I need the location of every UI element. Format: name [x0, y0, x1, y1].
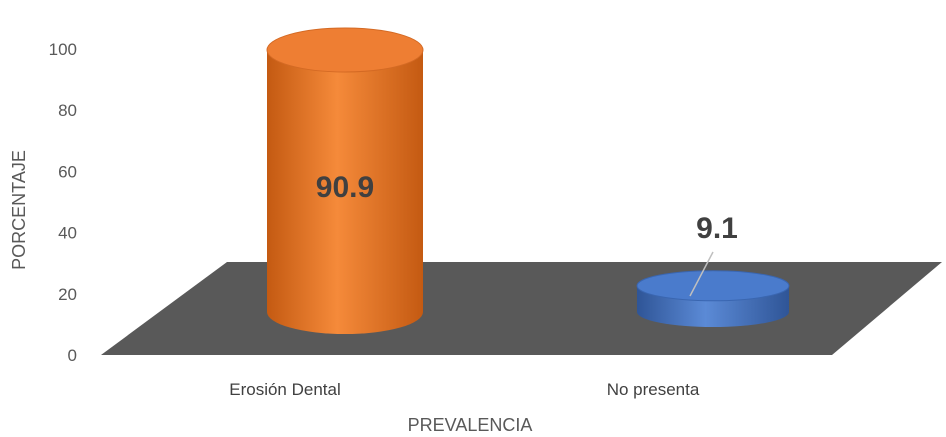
y-tick-label: 100 [49, 40, 77, 59]
x-axis-ticks: Erosión Dental No presenta [229, 380, 700, 399]
y-tick-label: 80 [58, 101, 77, 120]
data-label-leader-line [689, 251, 714, 297]
y-tick-label: 0 [68, 346, 77, 365]
data-label: 90.9 [316, 171, 374, 204]
x-axis-title: PREVALENCIA [408, 415, 533, 435]
chart-floor [101, 262, 942, 355]
bar-group: 9.1 [636, 212, 790, 327]
bar-erosion-dental [267, 50, 423, 334]
y-tick-label: 20 [58, 285, 77, 304]
bars-layer: 90.9 9.1 [266, 27, 790, 334]
bar-top-cap [636, 270, 790, 302]
bar-top-cap [266, 27, 424, 73]
x-tick-label: Erosión Dental [229, 380, 341, 399]
bar-group: 90.9 [266, 27, 424, 334]
y-axis-ticks: 0 20 40 60 80 100 [49, 40, 77, 365]
y-axis-title: PORCENTAJE [9, 150, 29, 270]
data-label: 9.1 [696, 212, 738, 245]
y-tick-label: 60 [58, 162, 77, 181]
y-tick-label: 40 [58, 224, 77, 243]
x-tick-label: No presenta [607, 380, 700, 399]
